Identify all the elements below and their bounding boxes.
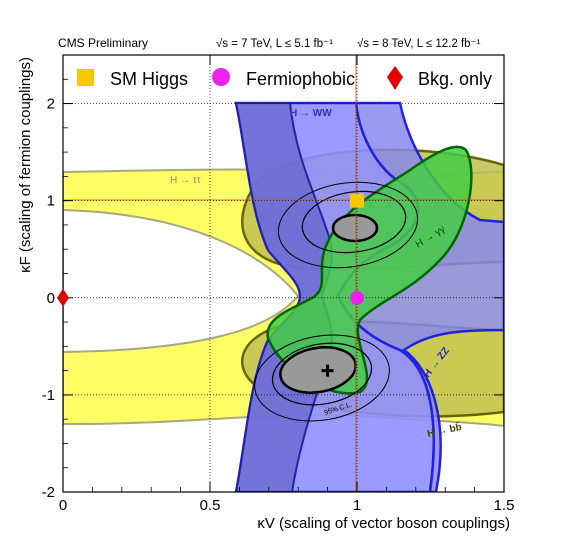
lower-contour-outer [254,334,390,422]
legend-fermiophobic-marker [212,68,230,86]
experiment-label: CMS Preliminary [58,36,148,50]
y-tick-label: -1 [42,387,55,404]
lower-contour-mid [271,342,373,406]
upper-contour-outer [277,181,419,269]
label-hww: H → WW [290,108,332,119]
y-axis-label: κF (scaling of fermion couplings) [17,57,34,273]
x-tick-label: 1.5 [494,497,515,514]
x-axis-label: κV (scaling of vector boson couplings) [257,515,510,532]
lumi-7tev-label: √s = 7 TeV, L ≤ 5.1 fb⁻¹ [216,37,333,50]
y-tick-label: 0 [47,290,55,307]
axes: 0 0.5 1 1.5 -2 -1 0 1 2 [42,54,515,514]
legend-fermiophobic-label: Fermiophobic [246,69,355,89]
y-tick-label: 1 [47,193,55,210]
best-fit-point [321,364,334,377]
lumi-8tev-label: √s = 8 TeV, L ≤ 12.2 fb⁻¹ [357,37,481,50]
legend-sm-marker [77,69,94,86]
label-htautau: H → ττ [170,175,201,186]
y-tick-label: 2 [47,96,55,113]
x-tick-label: 0.5 [200,497,221,514]
sm-higgs-point [350,193,364,208]
legend: SM Higgs Fermiophobic Bkg. only [77,66,492,90]
legend-bkg-marker [387,66,403,90]
x-tick-label: 1 [353,497,361,514]
lower-contour-inner [279,346,357,394]
x-tick-label: 0 [59,497,67,514]
upper-contour-mid [301,190,407,254]
legend-sm-label: SM Higgs [110,69,188,89]
upper-contour-inner [331,213,379,243]
grid [63,55,504,492]
bkg-only-point [57,288,69,307]
y-tick-label: -2 [42,484,55,501]
plot-area [63,55,504,492]
hgamgam-region [266,145,473,395]
fermiophobic-point [350,290,364,305]
markers [57,193,364,377]
legend-bkg-label: Bkg. only [418,69,492,89]
